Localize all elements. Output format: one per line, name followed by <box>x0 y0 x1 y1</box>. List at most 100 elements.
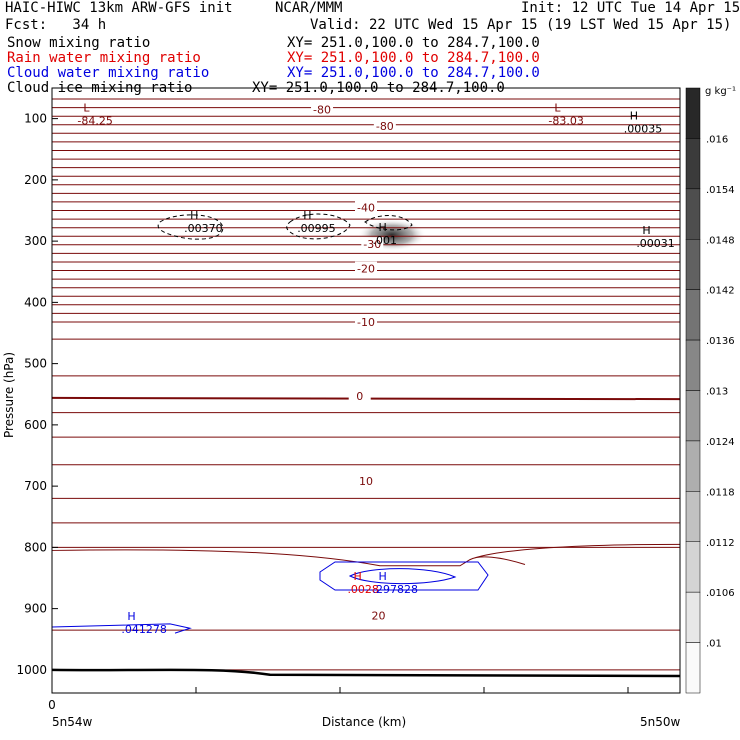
extremum-kind: H <box>642 224 650 237</box>
extremum-value: .0028 <box>347 583 379 596</box>
colorbar-label: .013 <box>706 387 728 398</box>
field-name-snow: Snow mixing ratio <box>7 35 151 51</box>
plot-frame <box>51 87 681 694</box>
extremum-value: .041278 <box>121 623 167 636</box>
x-left-location: 5n54w <box>52 715 93 729</box>
temperature-label-bg <box>355 261 377 274</box>
colorbar-segment <box>685 87 701 139</box>
extremum-kind: L <box>554 102 561 115</box>
y-tick-label: 900 <box>24 602 47 616</box>
field-name-rain: Rain water mixing ratio <box>7 50 201 66</box>
y-tick-label: 300 <box>24 234 47 248</box>
temperature-contour <box>51 629 681 632</box>
temperature-contour <box>51 295 681 298</box>
temperature-contour <box>51 497 681 500</box>
temperature-contour <box>51 166 681 169</box>
temperature-contour <box>51 312 681 315</box>
temperature-contour <box>51 115 681 118</box>
cloud-ice-contour <box>286 213 351 240</box>
extremum-value: .001 <box>373 234 398 247</box>
temperature-contour <box>51 183 681 186</box>
temperature-contour <box>51 546 681 549</box>
temperature-contour <box>51 140 681 143</box>
temperature-label: -20 <box>357 263 375 276</box>
temperature-contour <box>51 463 681 466</box>
extremum-kind: H <box>127 610 135 623</box>
cloud-ice-contour <box>364 215 413 231</box>
colorbar-segment <box>685 339 701 391</box>
header-org: NCAR/MMM <box>275 0 343 16</box>
extremum-kind: H <box>379 221 387 234</box>
y-tick-label: 600 <box>24 418 47 432</box>
cloud-water-contour <box>319 561 489 591</box>
temperature-label-bg <box>367 608 390 621</box>
field-xy-snow: XY= 251.0,100.0 to 284.7,100.0 <box>287 35 540 51</box>
colorbar-label: .0106 <box>706 588 735 599</box>
y-tick-label: 500 <box>24 357 47 371</box>
extremum-value: .00995 <box>297 222 336 235</box>
temperature-contour <box>51 218 681 221</box>
cloud-water-contour <box>348 568 457 585</box>
temperature-label: -40 <box>357 201 375 214</box>
temperature-contour <box>51 252 681 255</box>
colorbar-segment <box>685 138 701 190</box>
colorbar-segment <box>685 440 701 492</box>
field-name-cloud-water: Cloud water mixing ratio <box>7 65 210 81</box>
header-forecast: Fcst: 34 h <box>5 17 107 33</box>
extremum-kind: H <box>190 209 198 222</box>
temperature-label: 0 <box>356 390 363 403</box>
temperature-contour <box>51 521 681 524</box>
temperature-label-bg <box>355 314 377 327</box>
extremum-value: .00370 <box>184 222 223 235</box>
y-tick-label: 800 <box>24 540 47 554</box>
colorbar-segment <box>685 541 701 593</box>
colorbar-label: .01 <box>706 639 722 650</box>
temperature-label-bg <box>348 389 371 402</box>
y-axis-title: Pressure (hPa) <box>2 352 16 438</box>
header-valid: Valid: 22 UTC Wed 15 Apr 15 (19 LST Wed … <box>310 17 732 33</box>
colorbar-label: .0148 <box>706 235 735 246</box>
temperature-label-bg <box>373 118 396 131</box>
y-tick-label: 400 <box>24 295 47 309</box>
temperature-label: 10 <box>359 475 373 488</box>
x-right-location: 5n50w <box>640 715 681 729</box>
cloud-water-contour <box>51 623 192 634</box>
temperature-contour <box>51 175 681 178</box>
y-tick-label: 700 <box>24 479 47 493</box>
temperature-contour <box>51 192 681 195</box>
temperature-label: 20 <box>372 609 386 622</box>
colorbar-unit: g kg⁻¹ <box>705 86 736 97</box>
colorbar-label: .016 <box>706 134 728 145</box>
temperature-label-bg <box>361 237 384 250</box>
temperature-label: -30 <box>363 238 381 251</box>
extremum-value: -84.25 <box>77 115 112 128</box>
temperature-contour <box>51 411 681 414</box>
temperature-contour <box>51 278 681 281</box>
temperature-contour-bump <box>51 543 681 567</box>
temperature-label-bg <box>311 102 334 115</box>
temperature-contour <box>51 123 681 126</box>
colorbar-segment <box>685 390 701 442</box>
temperature-contour <box>51 98 681 100</box>
colorbar-segment <box>685 642 701 694</box>
x-tick-zero-label: 0 <box>48 698 56 712</box>
terrain-line <box>51 668 681 678</box>
extremum-kind: L <box>83 102 90 115</box>
colorbar-segment <box>685 591 701 643</box>
temperature-label-bg <box>355 200 377 213</box>
x-axis-title: Distance (km) <box>322 715 406 729</box>
temperature-contour <box>51 132 681 135</box>
temperature-label-bg <box>355 474 377 487</box>
temperature-label: -80 <box>376 120 394 133</box>
colorbar-label: .0142 <box>706 286 735 297</box>
colorbar-label: .0112 <box>706 538 735 549</box>
extremum-value: .00035 <box>624 123 663 136</box>
temperature-contour <box>51 149 681 152</box>
colorbar-label: .0154 <box>706 185 735 196</box>
colorbar-segment <box>685 239 701 290</box>
temperature-label: -10 <box>357 316 375 329</box>
extremum-kind: H <box>630 110 638 123</box>
extremum-kind: H <box>303 209 311 222</box>
temperature-contour <box>51 158 681 161</box>
